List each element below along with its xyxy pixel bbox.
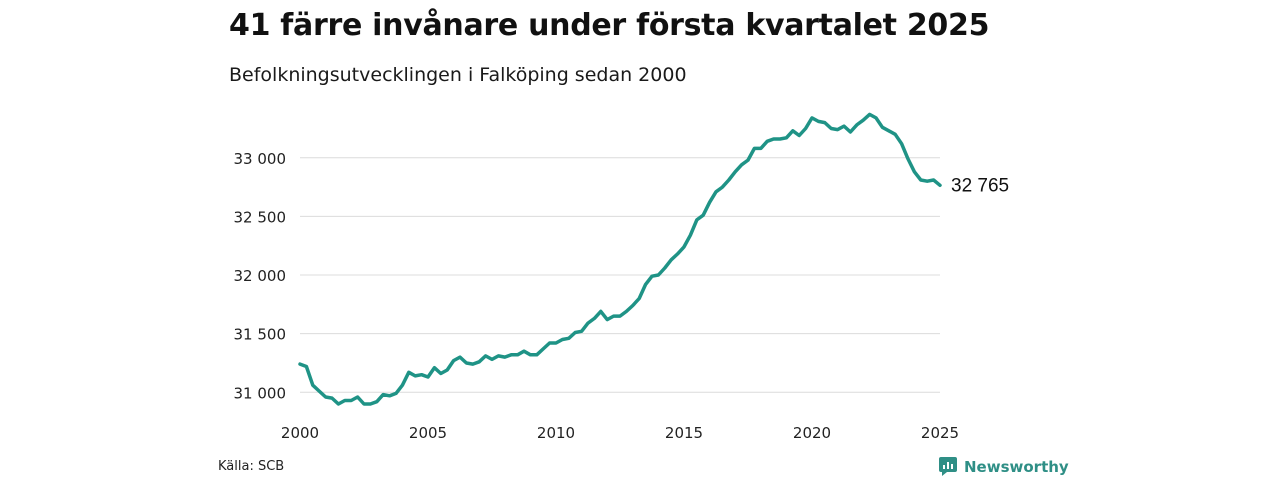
x-tick-label: 2010 bbox=[537, 424, 575, 442]
x-tick-label: 2015 bbox=[665, 424, 703, 442]
brand-name: Newsworthy bbox=[964, 457, 1069, 476]
x-tick-label: 2000 bbox=[281, 424, 319, 442]
y-tick-label: 31 500 bbox=[234, 326, 287, 344]
series-line bbox=[298, 112, 942, 406]
source-note: Källa: SCB bbox=[218, 459, 285, 474]
end-value-label: 32 765 bbox=[951, 175, 1009, 196]
series bbox=[298, 112, 942, 406]
x-tick-label: 2005 bbox=[409, 424, 447, 442]
y-tick-label: 33 000 bbox=[234, 150, 287, 168]
y-tick-label: 32 500 bbox=[234, 208, 287, 226]
y-tick-label: 31 000 bbox=[234, 384, 287, 402]
chart-subtitle: Befolkningsutvecklingen i Falköping seda… bbox=[229, 64, 687, 86]
gridlines bbox=[300, 157, 940, 393]
newsworthy-logo-icon bbox=[939, 457, 957, 476]
brand[interactable]: Newsworthy bbox=[938, 456, 1069, 477]
x-tick-label: 2025 bbox=[921, 424, 959, 442]
y-axis-ticks: 31 000 31 500 32 000 32 500 33 000 bbox=[234, 150, 287, 403]
x-tick-label: 2020 bbox=[793, 424, 831, 442]
chart-title: 41 färre invånare under första kvartalet… bbox=[229, 8, 990, 43]
y-tick-label: 32 000 bbox=[234, 267, 287, 285]
x-axis-ticks: 2000 2005 2010 2015 2020 2025 bbox=[281, 424, 959, 442]
